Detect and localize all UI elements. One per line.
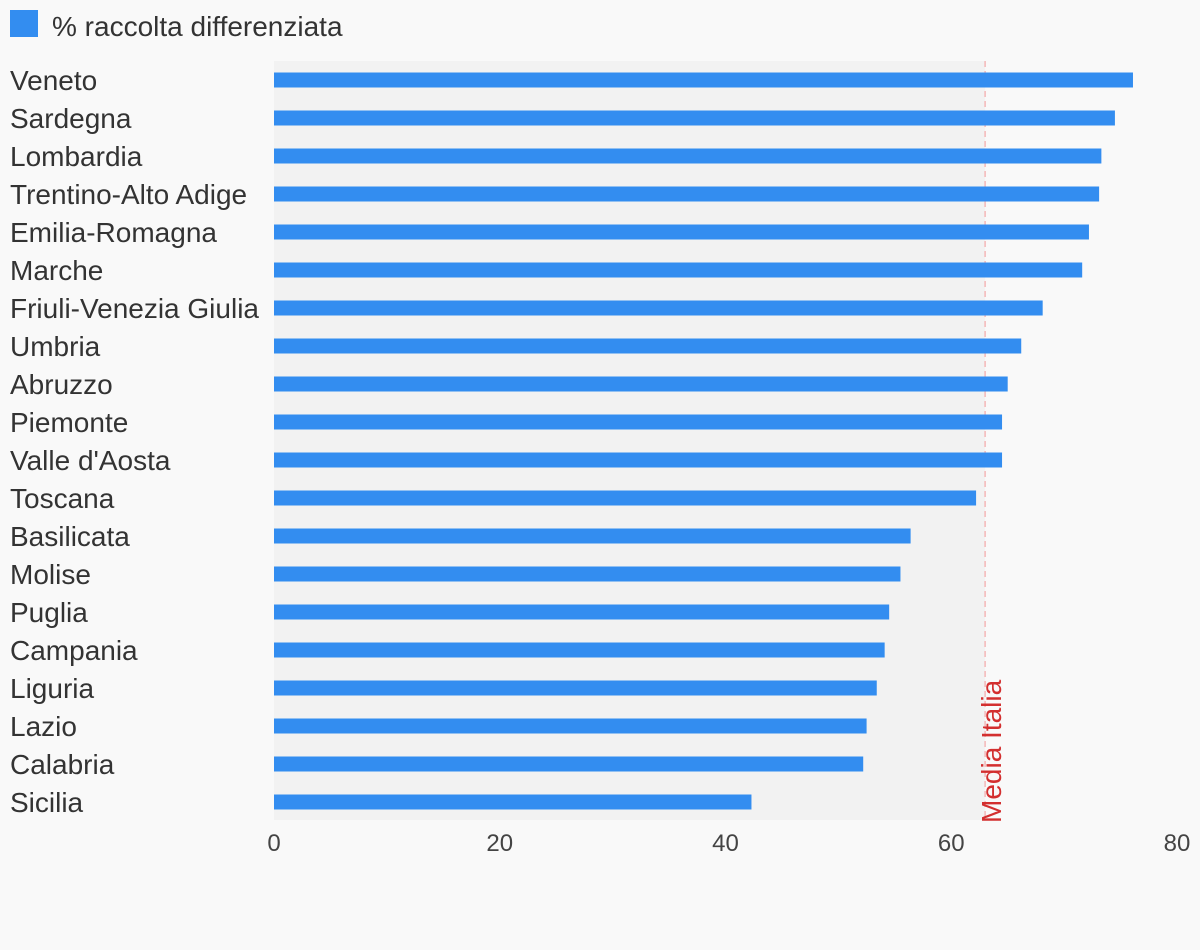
x-tick-label: 60 [938, 830, 965, 857]
bar [274, 262, 1083, 278]
category-label: Abruzzo [10, 369, 113, 400]
legend-label: % raccolta differenziata [52, 11, 343, 42]
bar [274, 338, 1022, 354]
bar [274, 110, 1115, 126]
x-tick-label: 20 [486, 830, 513, 857]
category-label: Umbria [10, 331, 101, 362]
bar [274, 642, 885, 658]
category-label: Friuli-Venezia Giulia [10, 293, 259, 324]
bar [274, 148, 1102, 164]
category-label: Marche [10, 255, 103, 286]
bar [274, 680, 877, 696]
category-label: Toscana [10, 483, 115, 514]
category-label: Emilia-Romagna [10, 217, 217, 248]
x-tick-label: 40 [712, 830, 739, 857]
category-label: Valle d'Aosta [10, 445, 171, 476]
category-label: Calabria [10, 749, 115, 780]
x-tick-label: 0 [267, 830, 280, 857]
category-label: Puglia [10, 597, 88, 628]
reference-line-label: Media Italia [976, 679, 1007, 823]
bar [274, 186, 1100, 202]
bar [274, 72, 1133, 88]
category-label: Lombardia [10, 141, 143, 172]
category-label: Sicilia [10, 787, 84, 818]
bar [274, 376, 1008, 392]
bar [274, 528, 911, 544]
plot-background [274, 61, 986, 820]
category-label: Trentino-Alto Adige [10, 179, 247, 210]
category-label: Lazio [10, 711, 77, 742]
category-label: Veneto [10, 65, 97, 96]
category-label: Campania [10, 635, 138, 666]
bar [274, 566, 901, 582]
bar [274, 224, 1089, 240]
x-tick-label: 80 [1164, 830, 1191, 857]
bar [274, 718, 867, 734]
category-label: Basilicata [10, 521, 130, 552]
bar [274, 604, 890, 620]
category-label: Liguria [10, 673, 94, 704]
bar [274, 756, 864, 772]
bar [274, 490, 977, 506]
bar [274, 414, 1003, 430]
bar [274, 452, 1003, 468]
bar [274, 300, 1043, 316]
category-label: Sardegna [10, 103, 132, 134]
category-label: Molise [10, 559, 91, 590]
category-label: Piemonte [10, 407, 128, 438]
bar [274, 794, 752, 810]
legend-swatch [10, 10, 38, 37]
